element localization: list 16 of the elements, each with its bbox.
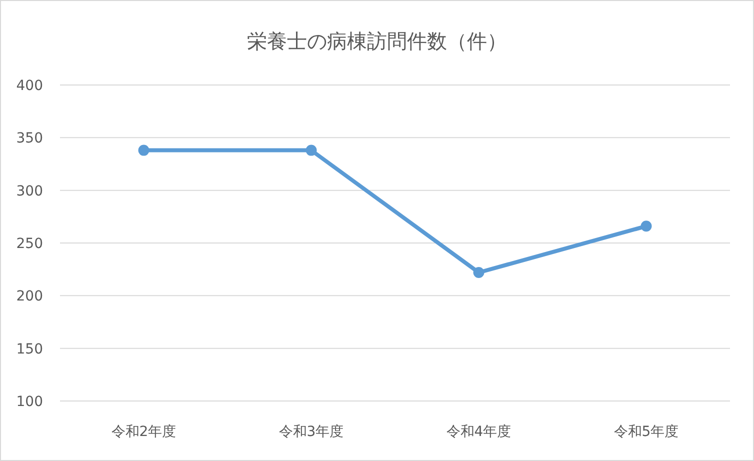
y-tick-label: 300: [16, 183, 43, 200]
y-tick-label: 250: [16, 236, 43, 252]
point: [138, 144, 150, 156]
x-tick-label: 令和4年度: [446, 424, 512, 440]
x-tick-label: 令和5年度: [614, 424, 679, 440]
y-tick-label: 200: [16, 288, 43, 305]
y-tick-label: 350: [16, 130, 43, 147]
point: [640, 220, 652, 232]
x-tick-label: 令和2年度: [111, 424, 176, 440]
chart-title: 栄養士の病棟訪問件数（件）: [247, 29, 507, 53]
x-tick-label: 令和3年度: [278, 424, 344, 440]
point: [473, 266, 484, 278]
y-tick-label: 150: [16, 341, 43, 358]
point: [306, 144, 317, 156]
y-tick-label: 400: [16, 78, 43, 94]
y-tick-label: 100: [16, 394, 43, 410]
